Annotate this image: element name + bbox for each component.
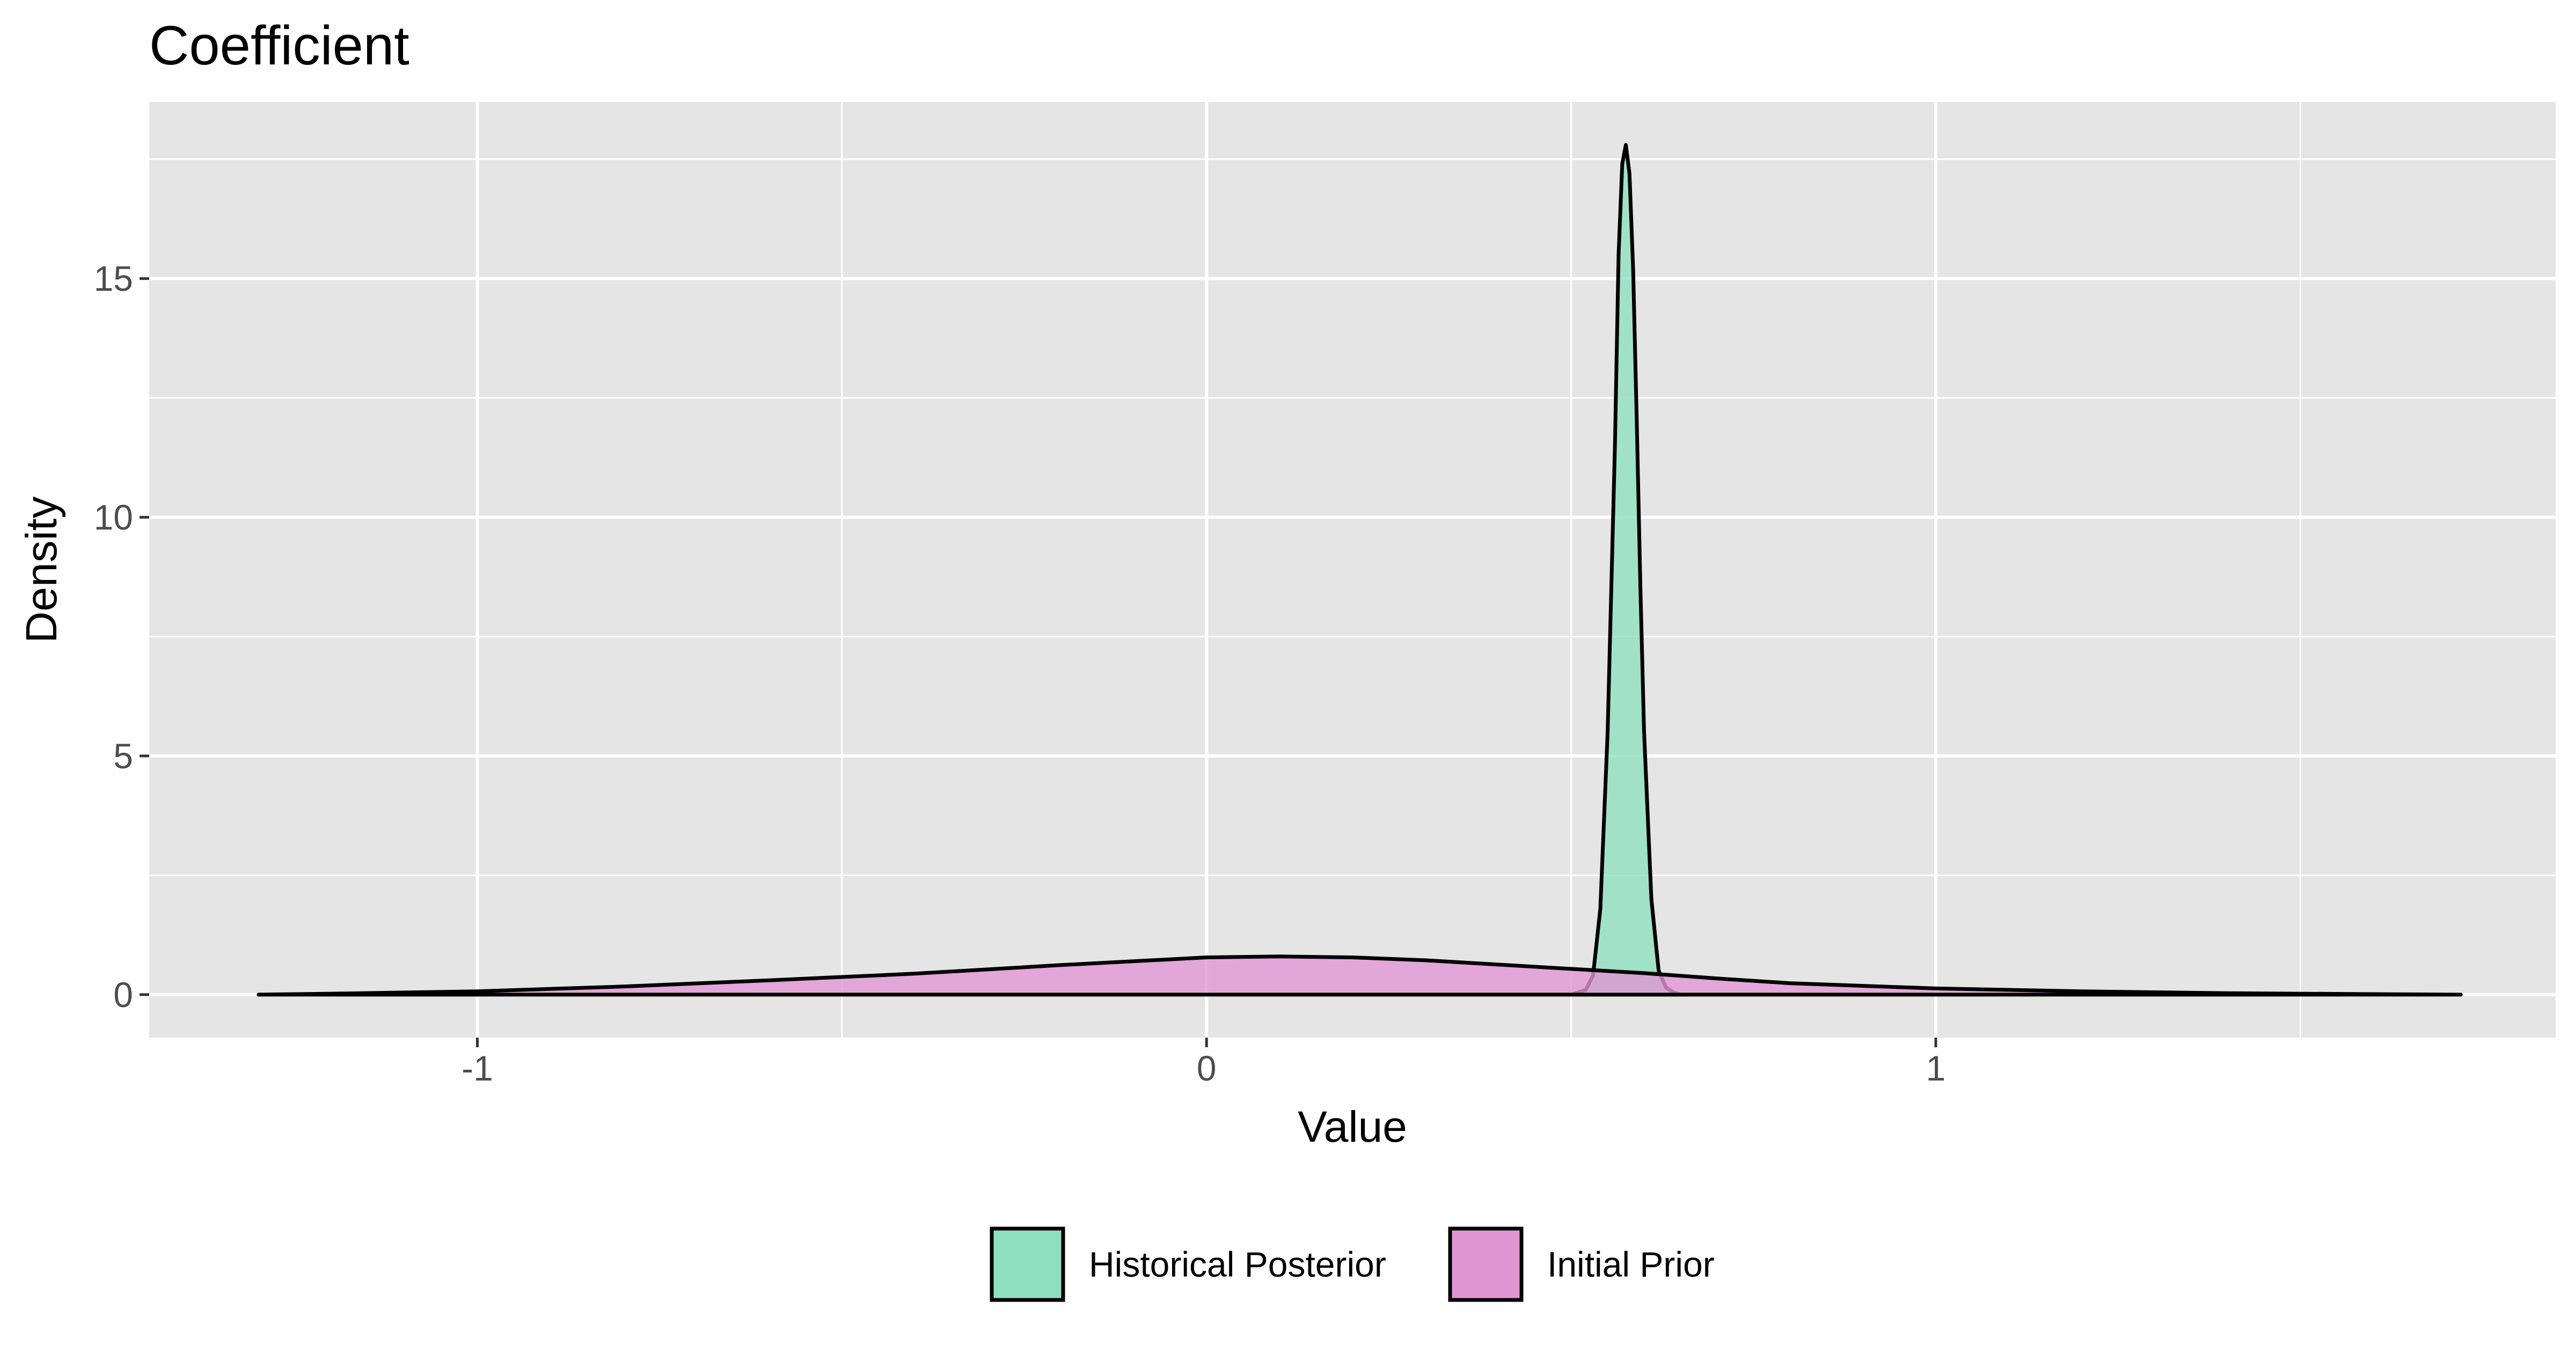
legend-label-historical-posterior: Historical Posterior <box>1089 1245 1386 1284</box>
legend-label-initial-prior: Initial Prior <box>1547 1245 1715 1284</box>
y-tick-label: 5 <box>113 736 133 776</box>
y-tick-label: 15 <box>94 259 133 298</box>
chart-title: Coefficient <box>149 14 409 76</box>
density-area-initial-prior <box>257 954 2463 997</box>
minor-grid <box>149 102 2556 1038</box>
x-axis-title: Value <box>1298 1103 1407 1151</box>
legend-key-initial-prior <box>1448 1226 1524 1302</box>
density-areas <box>257 143 2463 997</box>
y-axis: 0 5 10 15 <box>94 259 149 1015</box>
plot-panel <box>149 102 2556 1038</box>
y-tick-label: 10 <box>94 497 133 537</box>
y-axis-title: Density <box>17 496 66 643</box>
legend: Historical Posterior Initial Prior <box>990 1226 1715 1302</box>
x-axis: -1 0 1 <box>462 1038 1945 1088</box>
y-tick-label: 0 <box>113 975 133 1015</box>
legend-key-historical-posterior <box>990 1226 1065 1302</box>
x-tick-label: 0 <box>1197 1048 1217 1088</box>
x-tick-label: 1 <box>1926 1048 1946 1088</box>
x-tick-label: -1 <box>462 1048 493 1088</box>
